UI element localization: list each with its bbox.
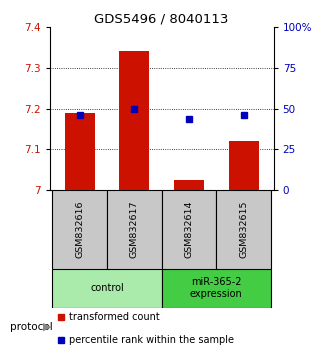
Text: GSM832616: GSM832616 [75, 201, 84, 258]
Bar [162, 190, 216, 268]
Text: protocol: protocol [10, 322, 52, 332]
Bar [162, 268, 271, 308]
Text: GSM832617: GSM832617 [130, 201, 139, 258]
Text: GSM832614: GSM832614 [184, 201, 193, 258]
Title: GDS5496 / 8040113: GDS5496 / 8040113 [94, 12, 229, 25]
Text: transformed count: transformed count [69, 312, 159, 322]
Bar [52, 268, 162, 308]
Text: control: control [90, 283, 124, 293]
Bar [228, 141, 259, 190]
Bar [107, 190, 162, 268]
Bar [65, 113, 95, 190]
Bar [52, 190, 107, 268]
Bar [119, 51, 149, 190]
Text: percentile rank within the sample: percentile rank within the sample [69, 335, 234, 345]
Bar [216, 190, 271, 268]
Bar [174, 180, 204, 190]
Text: ▶: ▶ [43, 322, 52, 332]
Text: miR-365-2
expression: miR-365-2 expression [190, 277, 243, 299]
Text: GSM832615: GSM832615 [239, 201, 248, 258]
